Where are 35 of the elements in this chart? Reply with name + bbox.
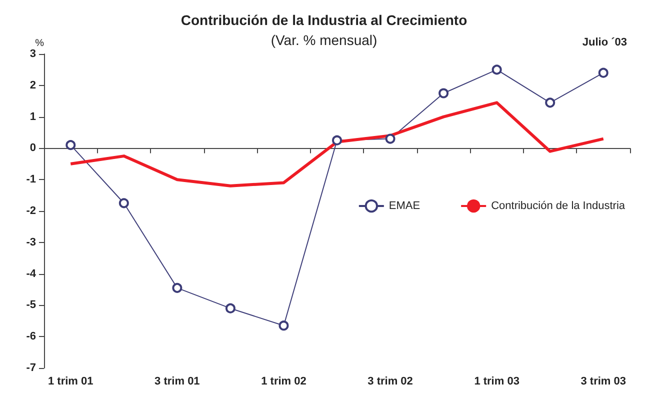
point (172, 282, 182, 293)
y-tick-label: -6 (26, 330, 36, 343)
x-tick-label: 3 trim 02 (368, 376, 413, 388)
y-tick-label: 3 (30, 48, 36, 60)
point (118, 198, 129, 208)
point (332, 135, 342, 146)
text: Julio ´03 (582, 36, 627, 48)
y-tick-label: -3 (26, 236, 36, 248)
y-axis-title: % (35, 38, 44, 50)
point (225, 303, 236, 314)
y-tick-label: -4 (26, 268, 37, 280)
y-tick-label: -2 (26, 205, 36, 217)
point (66, 140, 76, 150)
point (385, 134, 396, 144)
legend-label: EMAE (388, 200, 420, 212)
x-tick-label: 1 trim 03 (474, 376, 520, 388)
chart-subtitle: (Var. % mensual) (270, 32, 378, 48)
x-tick-label: 1 trim 02 (261, 376, 306, 388)
point (278, 320, 289, 331)
point (492, 64, 502, 75)
x-tick-label: 3 trim 03 (580, 376, 626, 388)
y-tick-label: -5 (26, 299, 36, 312)
point (438, 88, 449, 98)
x-tick-label: 3 trim 01 (154, 376, 200, 388)
chart-title: Contribución de la Industria al Crecimiento (180, 12, 468, 28)
y-tick-label: -7 (26, 362, 36, 374)
point (598, 68, 608, 78)
x-tick-label: 1 trim 01 (48, 376, 94, 388)
point (545, 98, 556, 108)
y-tick-label: -1 (26, 174, 36, 186)
y-tick-label: 2 (30, 79, 36, 92)
line-series (69, 101, 605, 188)
y-tick-label: 1 (30, 110, 36, 123)
y-tick-label: 0 (30, 142, 36, 154)
legend-label: Contribución de la Industria (491, 200, 626, 212)
